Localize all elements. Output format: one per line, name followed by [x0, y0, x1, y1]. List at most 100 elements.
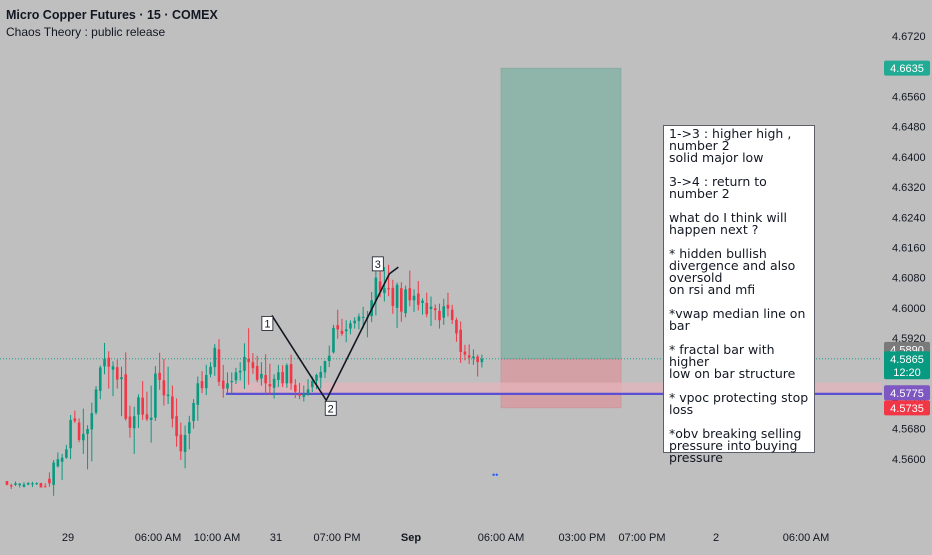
candle[interactable]	[260, 373, 263, 379]
candle[interactable]	[124, 374, 128, 419]
candle[interactable]	[446, 304, 450, 309]
candle[interactable]	[463, 351, 467, 355]
candle[interactable]	[272, 378, 276, 388]
candle[interactable]	[128, 416, 132, 428]
time-axis[interactable]	[0, 533, 882, 550]
candle[interactable]	[412, 295, 416, 301]
candle[interactable]	[175, 416, 178, 437]
candle[interactable]	[268, 384, 272, 387]
candle[interactable]	[5, 481, 9, 485]
candle[interactable]	[438, 310, 441, 321]
candle[interactable]	[103, 359, 106, 367]
indicator-title[interactable]: Chaos Theory : public release	[6, 25, 166, 39]
candle[interactable]	[179, 434, 183, 452]
candle[interactable]	[192, 402, 195, 422]
candle[interactable]	[204, 375, 208, 389]
candle[interactable]	[450, 309, 454, 320]
candle[interactable]	[408, 288, 412, 301]
candle[interactable]	[357, 316, 361, 322]
candle[interactable]	[336, 325, 340, 330]
candle[interactable]	[107, 357, 111, 367]
candle[interactable]	[251, 362, 255, 369]
candle[interactable]	[281, 372, 284, 384]
candle[interactable]	[425, 302, 429, 315]
symbol-title[interactable]: Micro Copper Futures · 15 · COMEX	[6, 7, 218, 23]
candle[interactable]	[243, 356, 246, 371]
candle[interactable]	[111, 366, 115, 370]
candle[interactable]	[39, 482, 43, 488]
candle[interactable]	[378, 281, 382, 292]
candle[interactable]	[327, 355, 331, 362]
candle[interactable]	[98, 367, 102, 391]
candle[interactable]	[22, 484, 26, 487]
candle[interactable]	[43, 486, 47, 488]
candle[interactable]	[302, 393, 306, 397]
candle[interactable]	[238, 370, 242, 373]
candle[interactable]	[467, 355, 471, 358]
candle[interactable]	[442, 306, 446, 318]
candle[interactable]	[18, 483, 22, 486]
candle[interactable]	[455, 319, 458, 334]
candle[interactable]	[137, 397, 140, 415]
candle[interactable]	[171, 396, 174, 419]
candle[interactable]	[247, 358, 250, 363]
candle[interactable]	[158, 372, 161, 380]
pivot-label-1[interactable]: 1	[261, 315, 274, 331]
candle[interactable]	[433, 308, 437, 311]
pivot-label-2[interactable]: 2	[324, 400, 337, 416]
candle[interactable]	[323, 361, 327, 373]
candle[interactable]	[277, 372, 280, 380]
candle[interactable]	[310, 381, 314, 388]
candle[interactable]	[416, 293, 420, 305]
candle[interactable]	[154, 373, 157, 418]
candle[interactable]	[289, 364, 293, 384]
candle[interactable]	[82, 433, 85, 441]
candle[interactable]	[162, 380, 166, 396]
candle[interactable]	[200, 381, 204, 389]
candle[interactable]	[429, 306, 433, 309]
candle[interactable]	[217, 349, 221, 382]
candle[interactable]	[60, 457, 64, 462]
candle[interactable]	[115, 367, 119, 380]
candle[interactable]	[141, 397, 144, 415]
price-tag-stop[interactable]: 4.5735	[884, 400, 930, 416]
candle[interactable]	[391, 287, 395, 306]
candle[interactable]	[400, 288, 403, 312]
candle[interactable]	[306, 389, 310, 395]
candle[interactable]	[149, 417, 153, 420]
candle[interactable]	[476, 356, 479, 363]
candle[interactable]	[73, 418, 77, 422]
candle[interactable]	[90, 413, 94, 430]
candle[interactable]	[94, 389, 98, 413]
candle[interactable]	[383, 288, 386, 294]
analysis-note[interactable]: 1->3 : higher high , number 2 solid major …	[663, 125, 815, 464]
price-axis[interactable]	[882, 0, 932, 550]
price-tag-target[interactable]: 4.6635	[884, 60, 930, 76]
candle[interactable]	[145, 414, 149, 420]
candle[interactable]	[221, 380, 225, 389]
candle[interactable]	[183, 435, 187, 453]
candle[interactable]	[52, 462, 55, 485]
candle[interactable]	[315, 375, 318, 381]
candle[interactable]	[344, 329, 348, 332]
candle[interactable]	[65, 449, 68, 458]
candle[interactable]	[319, 372, 323, 378]
candle[interactable]	[166, 394, 170, 397]
target-zone[interactable]	[500, 67, 622, 360]
zigzag-line[interactable]	[271, 266, 399, 402]
candle[interactable]	[230, 381, 234, 383]
candle[interactable]	[196, 383, 200, 405]
candle[interactable]	[353, 320, 356, 324]
price-tag-vpoc[interactable]: 4.5775	[884, 385, 930, 401]
candle[interactable]	[374, 277, 378, 301]
candle[interactable]	[480, 358, 484, 363]
candle[interactable]	[472, 356, 475, 359]
candle[interactable]	[69, 419, 72, 449]
candle[interactable]	[48, 478, 51, 484]
candle[interactable]	[213, 347, 217, 368]
candle[interactable]	[77, 422, 81, 440]
candle[interactable]	[395, 284, 399, 308]
candle[interactable]	[226, 383, 229, 389]
